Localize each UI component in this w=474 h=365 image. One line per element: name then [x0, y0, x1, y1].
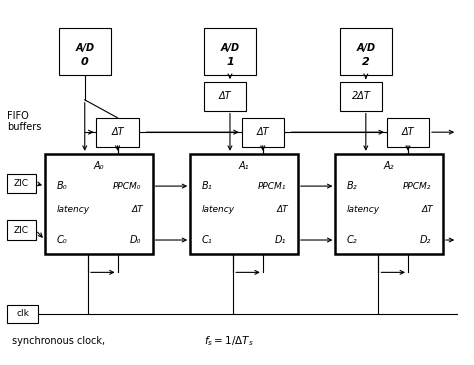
Text: ZIC: ZIC: [14, 226, 29, 235]
FancyBboxPatch shape: [190, 154, 298, 254]
FancyBboxPatch shape: [242, 118, 284, 147]
Text: 0: 0: [81, 57, 89, 67]
Text: B₀: B₀: [57, 181, 67, 191]
Text: synchronous clock,: synchronous clock,: [12, 336, 105, 346]
Text: $f_s = 1/\Delta T_s$: $f_s = 1/\Delta T_s$: [204, 334, 254, 347]
Text: ΔT: ΔT: [256, 127, 269, 137]
Text: C₂: C₂: [347, 235, 358, 245]
Text: 2ΔT: 2ΔT: [352, 91, 371, 101]
Text: 1: 1: [226, 57, 234, 67]
FancyBboxPatch shape: [204, 28, 256, 75]
Text: ZIC: ZIC: [14, 179, 29, 188]
FancyBboxPatch shape: [8, 173, 36, 193]
Text: D₀: D₀: [129, 235, 141, 245]
Text: C₁: C₁: [202, 235, 212, 245]
Text: A₂: A₂: [384, 161, 394, 171]
Text: C₀: C₀: [57, 235, 67, 245]
Text: ΔT: ΔT: [401, 127, 414, 137]
Text: ΔT: ΔT: [422, 205, 434, 214]
Text: FIFO
buffers: FIFO buffers: [8, 111, 42, 132]
Text: latency: latency: [57, 205, 90, 214]
FancyBboxPatch shape: [340, 82, 382, 111]
Text: PPCM₀: PPCM₀: [113, 182, 141, 191]
FancyBboxPatch shape: [204, 82, 246, 111]
Text: B₂: B₂: [347, 181, 358, 191]
Text: latency: latency: [202, 205, 235, 214]
Text: B₁: B₁: [202, 181, 212, 191]
Text: D₁: D₁: [274, 235, 286, 245]
Text: D₂: D₂: [419, 235, 431, 245]
Text: ΔT: ΔT: [219, 91, 232, 101]
FancyBboxPatch shape: [387, 118, 429, 147]
Text: ΔT: ΔT: [132, 205, 143, 214]
FancyBboxPatch shape: [8, 305, 38, 323]
FancyBboxPatch shape: [45, 154, 153, 254]
Text: A₁: A₁: [239, 161, 249, 171]
Text: A₀: A₀: [93, 161, 104, 171]
FancyBboxPatch shape: [97, 118, 138, 147]
Text: PPCM₂: PPCM₂: [403, 182, 431, 191]
Text: latency: latency: [347, 205, 380, 214]
FancyBboxPatch shape: [59, 28, 110, 75]
FancyBboxPatch shape: [8, 220, 36, 240]
Text: ΔT: ΔT: [277, 205, 289, 214]
Text: 2: 2: [362, 57, 370, 67]
Text: PPCM₁: PPCM₁: [258, 182, 286, 191]
FancyBboxPatch shape: [340, 28, 392, 75]
Text: ΔT: ΔT: [111, 127, 124, 137]
Text: A/D: A/D: [220, 43, 239, 53]
Text: A/D: A/D: [75, 43, 94, 53]
FancyBboxPatch shape: [336, 154, 443, 254]
Text: clk: clk: [16, 309, 29, 318]
Text: A/D: A/D: [356, 43, 375, 53]
